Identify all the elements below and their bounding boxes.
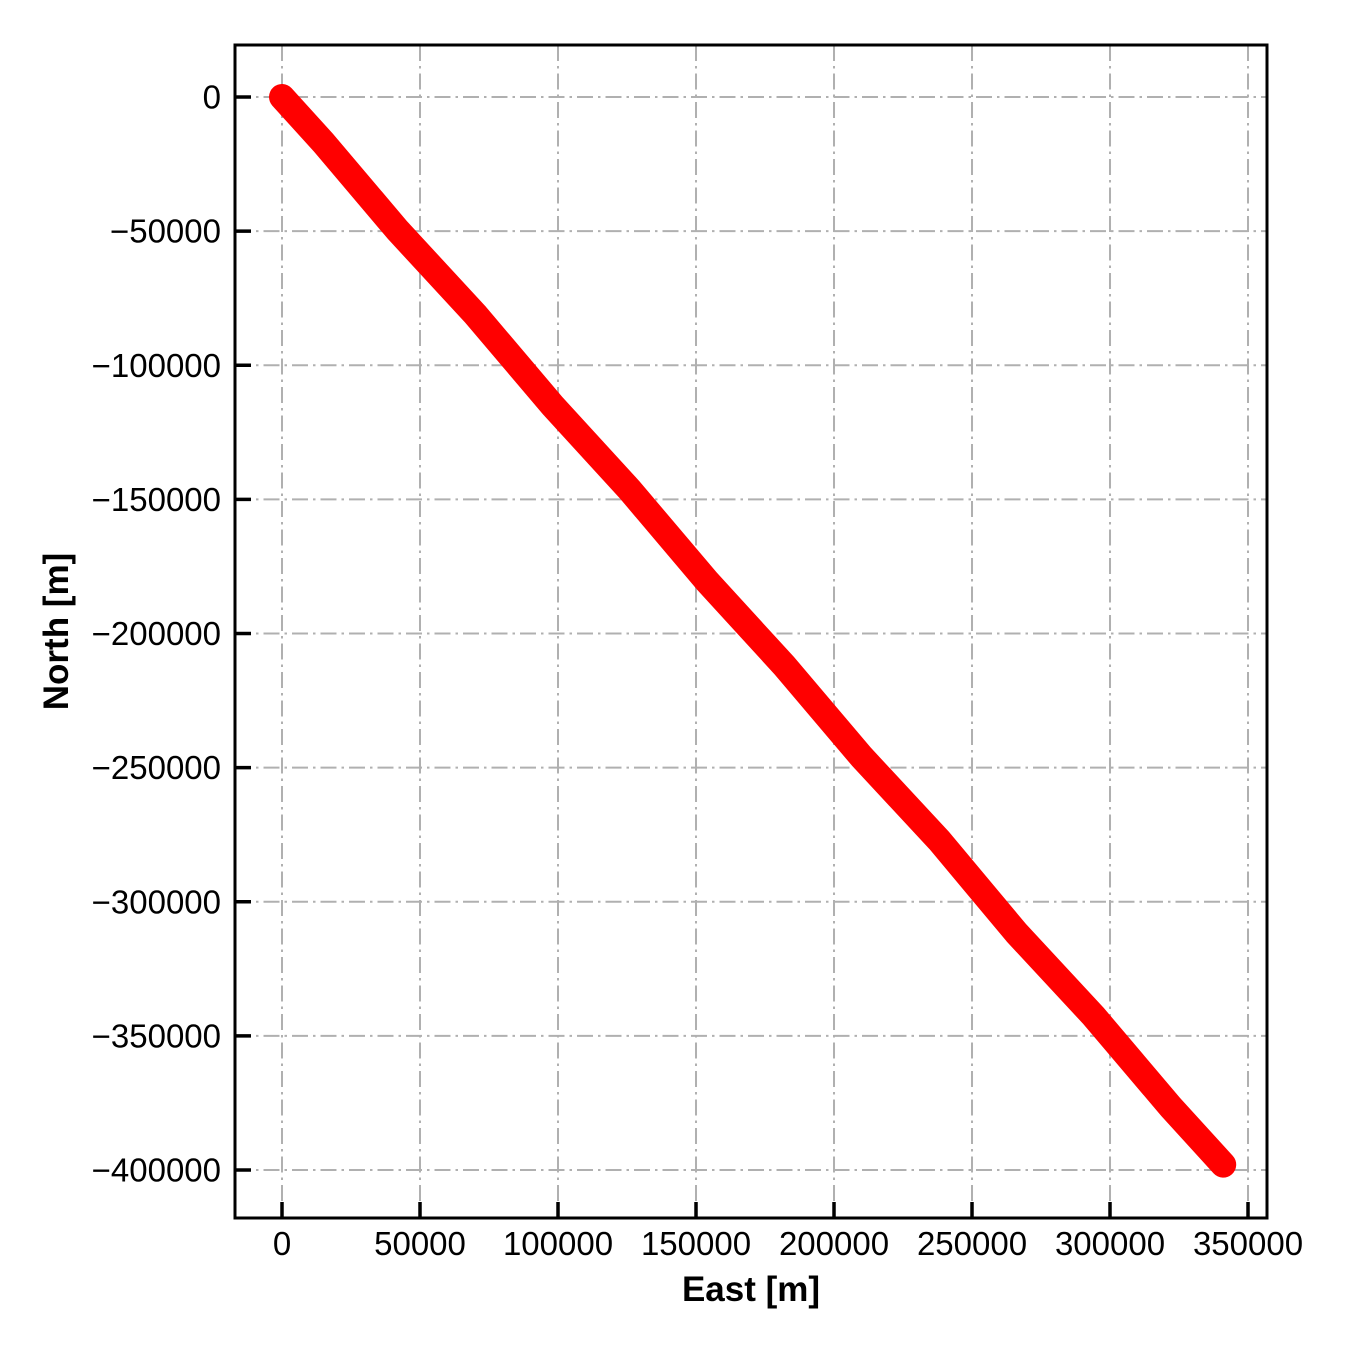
y-tick-label: −200000 bbox=[92, 615, 221, 652]
y-tick-label: −150000 bbox=[92, 481, 221, 518]
tick-layer bbox=[235, 95, 1250, 1218]
y-axis-label: North [m] bbox=[37, 553, 76, 710]
series-layer bbox=[269, 84, 1237, 1178]
y-tick-label: −250000 bbox=[92, 749, 221, 786]
y-tick-label: −350000 bbox=[92, 1017, 221, 1054]
x-tick-label: 50000 bbox=[374, 1225, 466, 1262]
tick-label-layer: 0 50000 100000 150000 200000 250000 300000 3500… bbox=[92, 79, 1303, 1262]
x-tick-label: 200000 bbox=[779, 1225, 889, 1262]
x-tick-label: 0 bbox=[273, 1225, 291, 1262]
x-axis-label: East [m] bbox=[682, 1270, 820, 1309]
x-tick-label: 150000 bbox=[641, 1225, 751, 1262]
y-tick-label: −300000 bbox=[92, 883, 221, 920]
x-tick-label: 100000 bbox=[503, 1225, 613, 1262]
x-tick-label: 300000 bbox=[1055, 1225, 1165, 1262]
series-line-trajectory bbox=[269, 84, 1237, 1178]
x-tick-label: 250000 bbox=[917, 1225, 1027, 1262]
y-tick-label: −50000 bbox=[110, 213, 221, 250]
y-tick-label: −100000 bbox=[92, 347, 221, 384]
y-tick-label: 0 bbox=[203, 79, 221, 116]
y-tick-label: −400000 bbox=[92, 1152, 221, 1189]
x-tick-label: 350000 bbox=[1193, 1225, 1303, 1262]
plot-frame bbox=[233, 43, 1269, 1220]
